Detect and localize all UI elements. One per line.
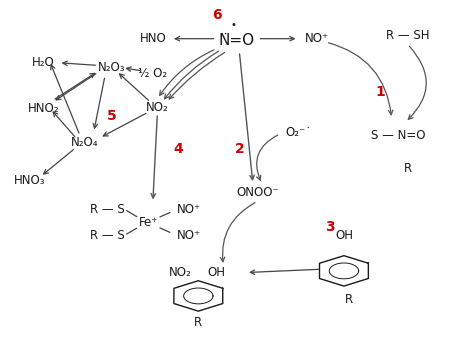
Text: HNO₂: HNO₂ (28, 102, 59, 115)
Text: N₂O₃: N₂O₃ (98, 61, 126, 73)
Text: R: R (403, 163, 412, 175)
Text: O₂⁻˙: O₂⁻˙ (285, 126, 311, 139)
Text: ½ O₂: ½ O₂ (138, 67, 167, 80)
Text: NO⁺: NO⁺ (177, 229, 201, 242)
Text: HNO: HNO (139, 32, 166, 45)
Text: R: R (345, 293, 353, 306)
Text: S — N=O: S — N=O (371, 129, 426, 142)
Text: 1: 1 (375, 85, 385, 99)
Text: NO₂: NO₂ (169, 266, 191, 279)
Text: N₂O₄: N₂O₄ (71, 136, 98, 149)
Text: 4: 4 (173, 142, 182, 156)
Text: •: • (231, 20, 237, 30)
Text: 6: 6 (212, 8, 221, 22)
Text: OH: OH (208, 266, 226, 279)
Text: R: R (194, 316, 202, 329)
Text: H₂O: H₂O (32, 56, 55, 69)
Text: Fe⁺: Fe⁺ (138, 216, 158, 229)
Text: OH: OH (335, 229, 353, 242)
Text: R — S: R — S (90, 229, 125, 242)
Text: HNO₃: HNO₃ (14, 174, 46, 187)
Text: NO⁺: NO⁺ (177, 203, 201, 215)
Text: R — S: R — S (90, 203, 125, 215)
Text: R — SH: R — SH (386, 29, 429, 42)
Text: ONOO⁻: ONOO⁻ (236, 186, 279, 199)
Text: 3: 3 (326, 220, 335, 235)
Text: 2: 2 (235, 142, 244, 156)
Text: NO₂: NO₂ (146, 101, 169, 114)
Text: NO⁺: NO⁺ (305, 32, 328, 45)
Text: 5: 5 (107, 109, 117, 122)
Text: Ṅ=O: Ṅ=O (219, 33, 255, 48)
